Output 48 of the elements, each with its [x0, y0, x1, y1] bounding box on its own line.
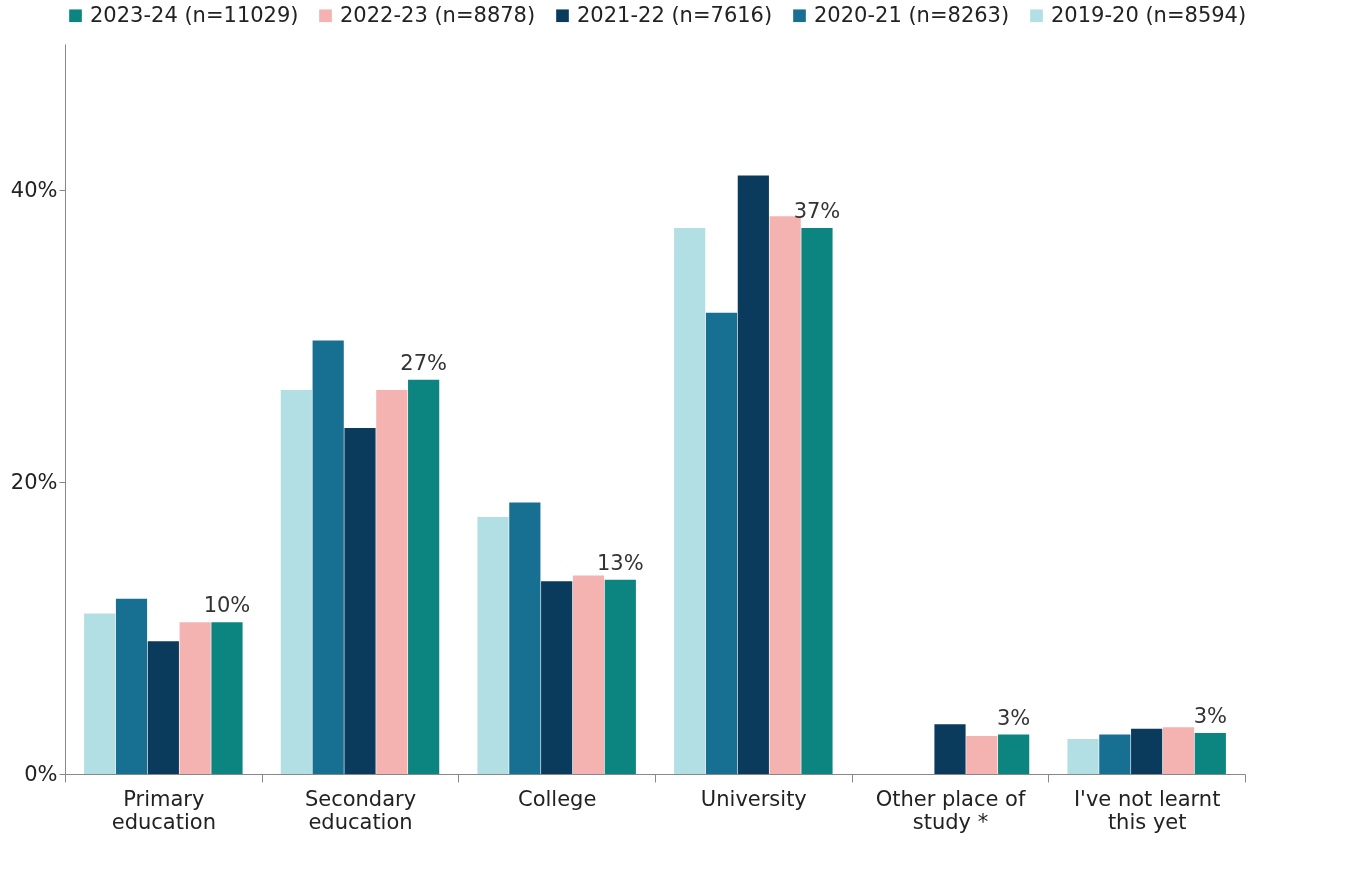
- bar: [737, 175, 769, 774]
- bar: [509, 502, 541, 774]
- bar: [84, 613, 116, 774]
- bar: [1067, 738, 1099, 774]
- x-tick-label: Secondary education: [304, 786, 417, 834]
- data-label: 3%: [996, 705, 1031, 730]
- bar: [115, 598, 148, 774]
- bar: [280, 390, 312, 774]
- bar: [966, 736, 998, 774]
- bar: [408, 379, 440, 774]
- bar: [1194, 733, 1226, 774]
- bar: [934, 724, 966, 774]
- legend-label: 2021-22 (n=7616): [577, 2, 773, 27]
- bar: [1099, 734, 1131, 774]
- bar: [477, 517, 509, 774]
- data-label: 10%: [203, 593, 251, 618]
- bar: [376, 390, 408, 774]
- x-tick-label: College: [517, 786, 597, 811]
- bar: [312, 340, 344, 774]
- bar: [705, 312, 738, 774]
- bar: [1162, 727, 1195, 774]
- bar: [541, 581, 573, 774]
- x-tick-label: Primary education: [111, 786, 216, 834]
- legend-label: 2023-24 (n=11029): [90, 2, 299, 27]
- legend-label: 2019-20 (n=8594): [1051, 2, 1247, 27]
- y-tick-label: 0%: [24, 761, 58, 786]
- bar: [674, 227, 706, 774]
- data-label: 27%: [400, 350, 447, 375]
- bar: [801, 227, 833, 774]
- bar: [147, 641, 179, 774]
- legend-label: 2022-23 (n=8878): [340, 2, 536, 27]
- bar: [604, 579, 636, 774]
- x-tick-label: Other place of study *: [875, 786, 1026, 834]
- y-tick-label: 40%: [10, 177, 58, 202]
- data-label: 37%: [793, 198, 841, 223]
- data-label: 13%: [596, 550, 644, 575]
- x-tick-label: University: [700, 786, 807, 811]
- bar: [179, 622, 211, 774]
- bar: [344, 427, 376, 774]
- y-tick-label: 20%: [10, 469, 58, 494]
- x-tick-label: I've not learnt this yet: [1073, 786, 1221, 834]
- data-label: 3%: [1193, 704, 1227, 729]
- bar: [211, 622, 243, 774]
- bar: [1131, 728, 1163, 774]
- legend-label: 2020-21 (n=8263): [814, 2, 1010, 27]
- bar: [572, 575, 605, 774]
- bar: [998, 734, 1030, 774]
- bar: [769, 216, 801, 774]
